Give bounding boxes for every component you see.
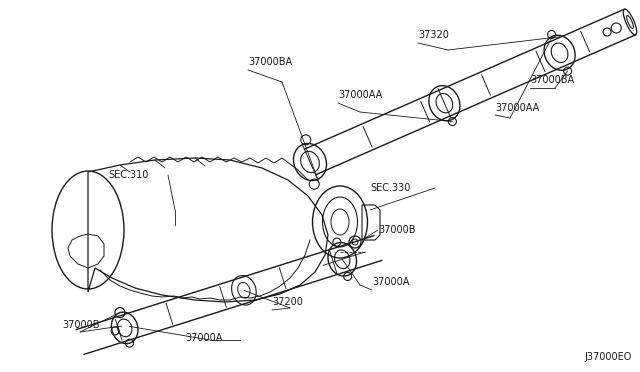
Text: 37000B: 37000B bbox=[378, 225, 415, 235]
Text: 37320: 37320 bbox=[418, 30, 449, 40]
Text: SEC.310: SEC.310 bbox=[108, 170, 148, 180]
Text: 37000A: 37000A bbox=[372, 277, 410, 287]
Text: 37000AA: 37000AA bbox=[495, 103, 540, 113]
Text: 37200: 37200 bbox=[272, 297, 303, 307]
Text: SEC.330: SEC.330 bbox=[370, 183, 410, 193]
Text: 37000AA: 37000AA bbox=[338, 90, 382, 100]
Text: 37000B: 37000B bbox=[62, 320, 99, 330]
Text: 37000A: 37000A bbox=[185, 333, 222, 343]
Text: 37000BA: 37000BA bbox=[248, 57, 292, 67]
Text: 37000BA: 37000BA bbox=[530, 75, 574, 85]
Text: J37000EO: J37000EO bbox=[584, 352, 632, 362]
